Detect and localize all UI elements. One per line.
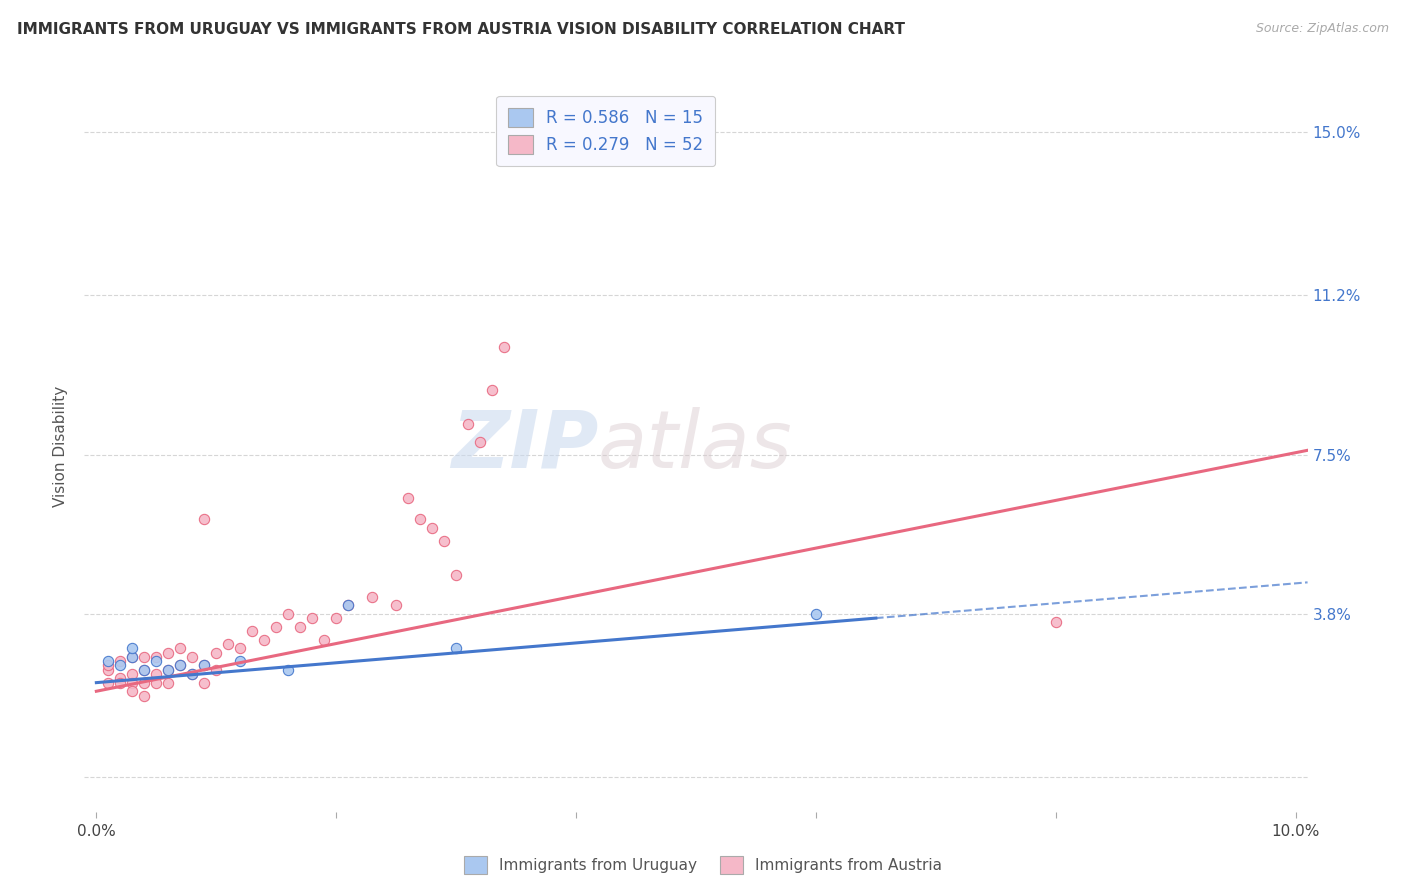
Point bbox=[229, 641, 252, 656]
Point bbox=[396, 491, 419, 505]
Point bbox=[97, 654, 120, 668]
Text: atlas: atlas bbox=[598, 407, 793, 485]
Point bbox=[420, 521, 443, 535]
Point bbox=[361, 590, 384, 604]
Point bbox=[253, 632, 276, 647]
Point bbox=[193, 658, 215, 673]
Point bbox=[804, 607, 827, 621]
Point bbox=[193, 675, 215, 690]
Point bbox=[494, 340, 516, 354]
Point bbox=[481, 383, 503, 397]
Point bbox=[314, 632, 336, 647]
Point bbox=[193, 658, 215, 673]
Point bbox=[110, 658, 132, 673]
Point bbox=[277, 663, 299, 677]
Point bbox=[217, 637, 239, 651]
Point bbox=[110, 654, 132, 668]
Point bbox=[157, 646, 180, 660]
Point bbox=[97, 663, 120, 677]
Point bbox=[110, 675, 132, 690]
Point bbox=[121, 641, 143, 656]
Point bbox=[264, 620, 287, 634]
Point bbox=[145, 654, 167, 668]
Point bbox=[169, 658, 191, 673]
Point bbox=[193, 512, 215, 526]
Point bbox=[97, 675, 120, 690]
Point bbox=[110, 671, 132, 685]
Point bbox=[157, 663, 180, 677]
Point bbox=[145, 649, 167, 664]
Point bbox=[121, 649, 143, 664]
Point bbox=[240, 624, 263, 638]
Point bbox=[409, 512, 432, 526]
Point bbox=[134, 675, 156, 690]
Point bbox=[169, 641, 191, 656]
Point bbox=[1045, 615, 1067, 630]
Point bbox=[134, 663, 156, 677]
Point bbox=[205, 646, 228, 660]
Legend: R = 0.586   N = 15, R = 0.279   N = 52: R = 0.586 N = 15, R = 0.279 N = 52 bbox=[496, 96, 716, 166]
Point bbox=[121, 684, 143, 698]
Y-axis label: Vision Disability: Vision Disability bbox=[53, 385, 69, 507]
Point bbox=[157, 663, 180, 677]
Point bbox=[181, 649, 204, 664]
Point bbox=[433, 533, 456, 548]
Point bbox=[457, 417, 479, 432]
Point bbox=[277, 607, 299, 621]
Point bbox=[121, 649, 143, 664]
Point bbox=[134, 663, 156, 677]
Point bbox=[468, 434, 491, 449]
Point bbox=[444, 568, 467, 582]
Point bbox=[444, 641, 467, 656]
Point bbox=[121, 667, 143, 681]
Point bbox=[337, 598, 360, 612]
Point bbox=[181, 667, 204, 681]
Point bbox=[290, 620, 312, 634]
Point bbox=[145, 675, 167, 690]
Text: Source: ZipAtlas.com: Source: ZipAtlas.com bbox=[1256, 22, 1389, 36]
Point bbox=[385, 598, 408, 612]
Point bbox=[301, 611, 323, 625]
Point bbox=[169, 658, 191, 673]
Point bbox=[134, 689, 156, 703]
Point bbox=[145, 667, 167, 681]
Point bbox=[205, 663, 228, 677]
Point bbox=[325, 611, 347, 625]
Text: IMMIGRANTS FROM URUGUAY VS IMMIGRANTS FROM AUSTRIA VISION DISABILITY CORRELATION: IMMIGRANTS FROM URUGUAY VS IMMIGRANTS FR… bbox=[17, 22, 905, 37]
Point bbox=[229, 654, 252, 668]
Point bbox=[121, 675, 143, 690]
Point bbox=[134, 649, 156, 664]
Point bbox=[337, 598, 360, 612]
Point bbox=[181, 667, 204, 681]
Point bbox=[157, 675, 180, 690]
Legend: Immigrants from Uruguay, Immigrants from Austria: Immigrants from Uruguay, Immigrants from… bbox=[458, 850, 948, 880]
Text: ZIP: ZIP bbox=[451, 407, 598, 485]
Point bbox=[97, 658, 120, 673]
